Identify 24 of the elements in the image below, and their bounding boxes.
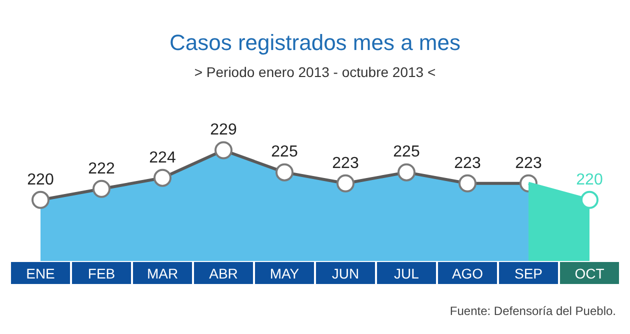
data-label: 225 bbox=[271, 144, 298, 161]
data-label: 223 bbox=[454, 154, 481, 172]
x-tick-label: ENE bbox=[26, 265, 55, 282]
data-label: 225 bbox=[393, 144, 420, 161]
data-label: 222 bbox=[88, 160, 115, 178]
x-tick-label: JUN bbox=[332, 265, 360, 282]
annotation: Fuente: Defensoría del Pueblo. bbox=[450, 304, 616, 318]
data-label: 220 bbox=[576, 171, 603, 188]
point bbox=[580, 190, 598, 209]
x-tick-label: AGO bbox=[452, 265, 484, 282]
data-label: 223 bbox=[332, 154, 359, 172]
x-tick-label: FEB bbox=[88, 265, 116, 282]
x-tick-label: SEP bbox=[514, 265, 543, 282]
chart-title: Casos registrados mes a mes bbox=[168, 30, 462, 56]
x-tick-label: ABR bbox=[209, 265, 238, 282]
x-tick-label: OCT bbox=[574, 265, 605, 282]
data-label: 220 bbox=[27, 171, 54, 188]
chart-subtitle: > Periodo enero 2013 - octubre 2013 < bbox=[193, 64, 437, 80]
data-label: 223 bbox=[515, 154, 542, 172]
x-tick-label: JUL bbox=[394, 265, 420, 282]
data-label: 224 bbox=[149, 149, 176, 166]
x-tick-label: MAY bbox=[270, 265, 300, 282]
data-label: 229 bbox=[210, 122, 237, 139]
x-tick-label: MAR bbox=[146, 265, 178, 282]
